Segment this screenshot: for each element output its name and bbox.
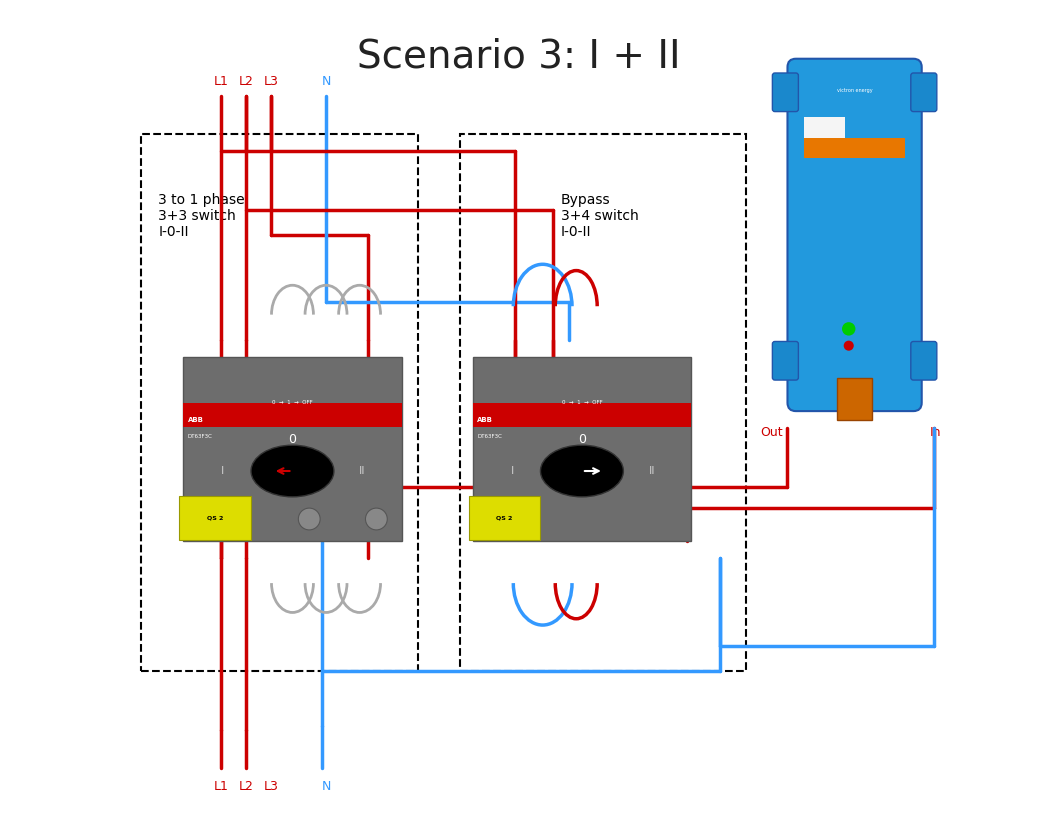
FancyBboxPatch shape: [184, 357, 402, 541]
FancyBboxPatch shape: [180, 496, 250, 540]
Text: Out: Out: [761, 425, 784, 439]
Text: II: II: [649, 466, 655, 476]
Text: 0  →  1  →  OFF: 0 → 1 → OFF: [562, 400, 602, 405]
Text: N: N: [322, 76, 331, 88]
Text: II: II: [359, 466, 365, 476]
Bar: [804, 117, 845, 138]
Text: DT63F3C: DT63F3C: [477, 434, 502, 439]
FancyBboxPatch shape: [910, 341, 937, 380]
Text: L2: L2: [239, 780, 253, 793]
Text: victron energy: victron energy: [837, 88, 872, 93]
Text: L2: L2: [239, 76, 253, 88]
Ellipse shape: [251, 446, 334, 497]
Text: Bypass
3+4 switch
I-0-II: Bypass 3+4 switch I-0-II: [561, 193, 638, 239]
Text: I: I: [221, 466, 224, 476]
FancyBboxPatch shape: [469, 496, 540, 540]
Text: QS 2: QS 2: [496, 516, 513, 520]
Text: ABB: ABB: [477, 417, 493, 423]
Text: ABB: ABB: [188, 417, 203, 423]
Circle shape: [365, 508, 387, 530]
Circle shape: [298, 508, 320, 530]
FancyBboxPatch shape: [772, 73, 798, 112]
Text: QS 2: QS 2: [207, 516, 223, 520]
Text: L3: L3: [264, 76, 279, 88]
Text: Scenario 3: I + II: Scenario 3: I + II: [357, 38, 681, 76]
Text: 0: 0: [289, 433, 297, 446]
Text: 3 to 1 phase
3+3 switch
I-0-II: 3 to 1 phase 3+3 switch I-0-II: [158, 193, 245, 239]
Text: N: N: [322, 780, 331, 793]
Text: In: In: [930, 425, 941, 439]
Text: I: I: [511, 466, 514, 476]
Text: L1: L1: [214, 76, 228, 88]
Text: 0  →  1  →  OFF: 0 → 1 → OFF: [272, 400, 312, 405]
FancyBboxPatch shape: [788, 59, 922, 411]
Text: L1: L1: [214, 780, 228, 793]
Bar: [184, 403, 402, 427]
FancyBboxPatch shape: [910, 73, 937, 112]
Circle shape: [844, 341, 854, 351]
Text: DT63F3C: DT63F3C: [188, 434, 213, 439]
Circle shape: [842, 322, 855, 336]
Text: 0: 0: [578, 433, 585, 446]
Ellipse shape: [541, 446, 624, 497]
Bar: [837, 378, 872, 420]
Text: L3: L3: [264, 780, 279, 793]
FancyBboxPatch shape: [772, 341, 798, 380]
Bar: [473, 403, 691, 427]
FancyBboxPatch shape: [473, 357, 691, 541]
Bar: [804, 138, 905, 158]
